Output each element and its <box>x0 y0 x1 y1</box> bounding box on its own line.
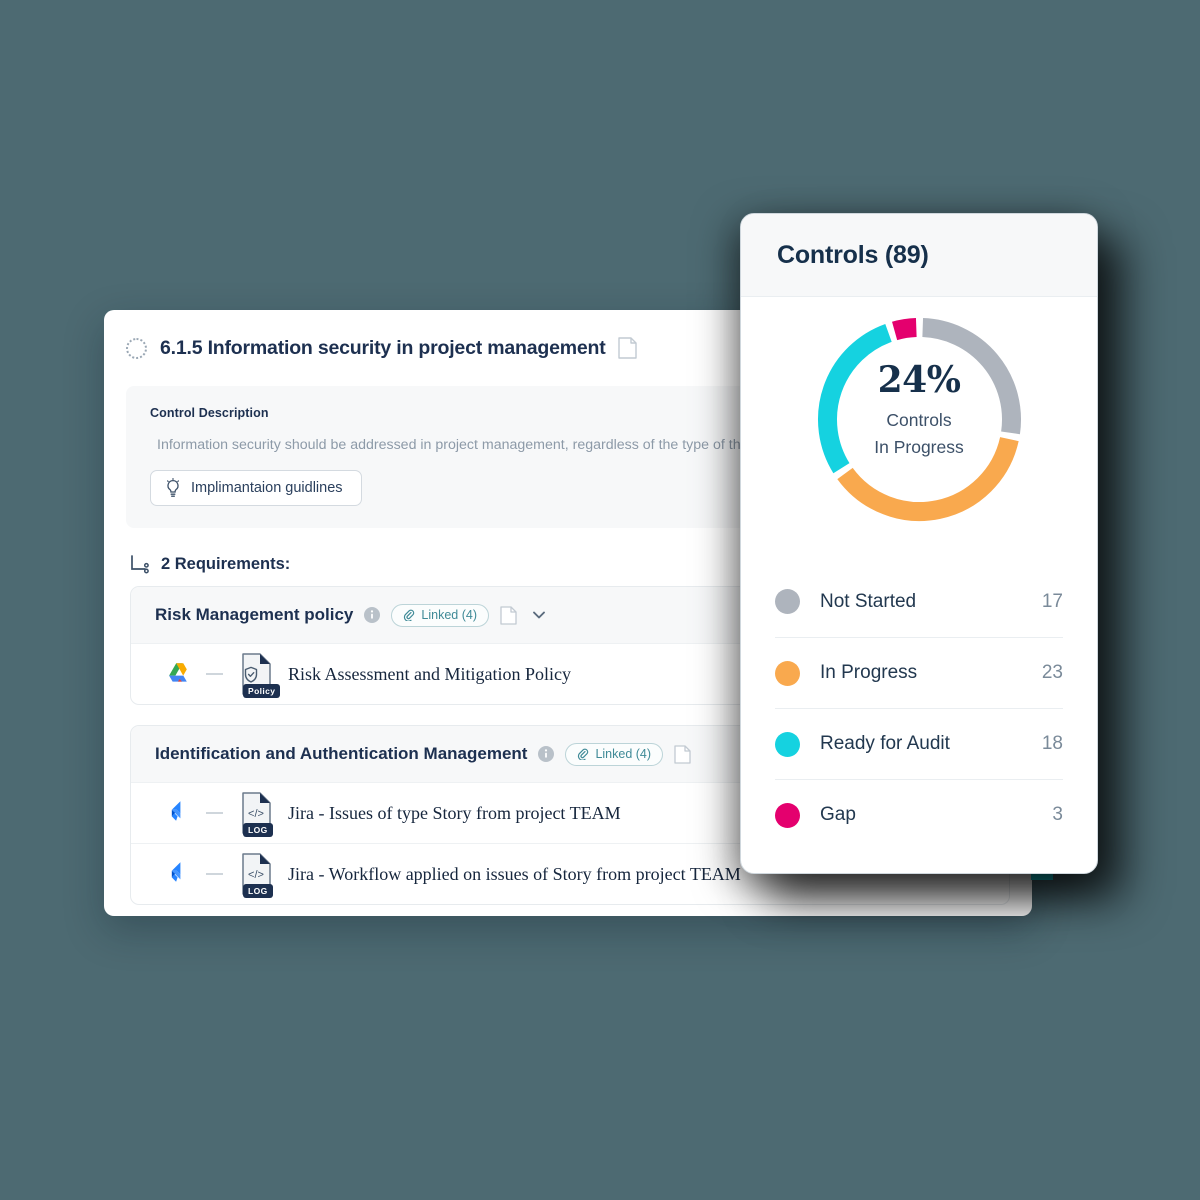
dotted-circle-icon[interactable] <box>126 337 147 359</box>
document-tag: LOG <box>243 823 273 837</box>
paperclip-icon <box>404 609 415 621</box>
jira-icon <box>171 801 181 821</box>
requirement-title: Risk Management policy <box>155 605 354 624</box>
legend-count: 23 <box>1041 662 1063 683</box>
lightbulb-icon <box>167 478 179 497</box>
donut-segment-ready-for-audit[interactable] <box>817 323 892 474</box>
branch-icon <box>131 555 149 574</box>
donut-segment-in-progress[interactable] <box>836 436 1019 521</box>
legend-count: 18 <box>1041 733 1063 754</box>
implementation-guidelines-button[interactable]: Implimantaion guidlines <box>150 470 362 506</box>
donut-segment-gap[interactable] <box>891 318 917 341</box>
controls-donut-chart: 24% Controls In Progress <box>741 297 1097 542</box>
evidence-name: Risk Assessment and Mitigation Policy <box>288 663 572 684</box>
evidence-row[interactable]: </> LOG Jira - Issues of type Story from… <box>131 782 1009 843</box>
legend-count: 17 <box>1041 590 1063 612</box>
evidence-name: Jira - Workflow applied on issues of Sto… <box>288 863 741 884</box>
controls-legend: Not Started 17 In Progress 23 Ready for Audi… <box>741 542 1097 850</box>
controls-panel-header: Controls (89) <box>741 214 1097 297</box>
legend-label: Gap <box>820 804 856 825</box>
connector-dash <box>206 812 223 814</box>
linked-chip[interactable]: Linked (4) <box>391 603 489 627</box>
document-tag: LOG <box>243 884 273 898</box>
info-icon[interactable] <box>364 607 381 623</box>
donut-svg <box>817 318 1021 521</box>
log-document-icon: </> LOG <box>234 792 273 837</box>
linked-chip-label: Linked (4) <box>421 608 477 622</box>
control-description-label: Control Description <box>150 406 269 420</box>
linked-chip-label: Linked (4) <box>595 747 652 761</box>
paperclip-icon <box>578 748 589 760</box>
jira-icon <box>171 862 181 882</box>
legend-color-dot <box>775 660 800 686</box>
connector-dash <box>206 673 223 675</box>
document-tag: Policy <box>243 684 281 698</box>
info-icon[interactable] <box>538 746 555 762</box>
legend-count: 3 <box>1052 804 1063 825</box>
note-icon[interactable] <box>674 744 691 764</box>
google-drive-icon <box>169 663 187 682</box>
svg-text:</>: </> <box>248 869 264 881</box>
note-icon[interactable] <box>500 605 517 625</box>
chevron-down-icon[interactable] <box>530 606 548 624</box>
cyan-accent-sliver <box>1031 871 1053 880</box>
control-description-text: Information security should be addressed… <box>157 437 773 453</box>
policy-document-icon: Policy <box>234 653 281 698</box>
controls-panel-title: Controls (89) <box>777 240 929 269</box>
log-document-icon: </> LOG <box>234 853 273 898</box>
legend-row[interactable]: Ready for Audit 18 <box>775 708 1063 779</box>
donut-segment-not-started[interactable] <box>921 318 1021 435</box>
page-title: 6.1.5 Information security in project ma… <box>160 336 606 359</box>
requirements-heading: 2 Requirements: <box>104 528 1032 586</box>
note-icon[interactable] <box>617 337 637 359</box>
legend-label: In Progress <box>820 662 918 683</box>
legend-row[interactable]: In Progress 23 <box>775 637 1063 708</box>
connector-dash <box>206 873 223 875</box>
legend-row[interactable]: Not Started 17 <box>775 566 1063 637</box>
evidence-name: Jira - Issues of type Story from project… <box>288 802 621 823</box>
requirement-title: Identification and Authentication Manage… <box>155 744 528 763</box>
legend-color-dot <box>775 731 800 757</box>
legend-label: Not Started <box>820 590 917 612</box>
controls-summary-panel: Controls (89) 24% Controls In Progress N… <box>740 213 1098 874</box>
svg-text:</>: </> <box>248 808 264 820</box>
legend-label: Ready for Audit <box>820 733 950 754</box>
implementation-guidelines-label: Implimantaion guidlines <box>191 480 343 496</box>
legend-color-dot <box>775 589 800 614</box>
requirements-count-label: 2 Requirements: <box>161 554 291 573</box>
linked-chip[interactable]: Linked (4) <box>565 742 664 766</box>
evidence-row[interactable]: </> LOG Jira - Workflow applied on issue… <box>131 843 1009 904</box>
legend-color-dot <box>775 802 800 828</box>
legend-row[interactable]: Gap 3 <box>775 779 1063 850</box>
